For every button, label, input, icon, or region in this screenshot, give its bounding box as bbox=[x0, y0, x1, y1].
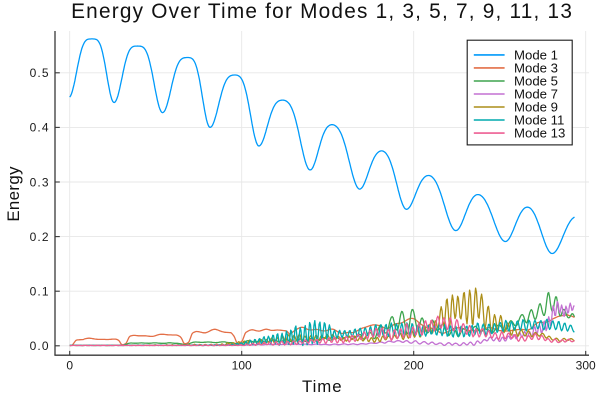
svg-text:0.2: 0.2 bbox=[30, 230, 50, 244]
svg-text:Mode 1: Mode 1 bbox=[514, 48, 558, 63]
svg-text:Mode 7: Mode 7 bbox=[514, 87, 558, 102]
svg-text:200: 200 bbox=[404, 359, 424, 373]
svg-text:Time: Time bbox=[302, 377, 343, 396]
svg-text:Mode 11: Mode 11 bbox=[514, 113, 564, 128]
svg-text:Energy Over Time for Modes 1,: Energy Over Time for Modes 1, 3, 5, 7, 9… bbox=[71, 0, 573, 23]
svg-text:Mode 13: Mode 13 bbox=[514, 126, 565, 141]
svg-text:Mode 5: Mode 5 bbox=[514, 74, 558, 89]
svg-text:0.3: 0.3 bbox=[30, 175, 50, 189]
svg-text:0.0: 0.0 bbox=[30, 339, 50, 353]
svg-text:0.4: 0.4 bbox=[30, 121, 50, 135]
svg-text:300: 300 bbox=[576, 359, 596, 373]
svg-text:0: 0 bbox=[66, 359, 73, 373]
svg-text:100: 100 bbox=[232, 359, 252, 373]
svg-text:Energy: Energy bbox=[4, 166, 23, 222]
svg-text:Mode 9: Mode 9 bbox=[514, 100, 558, 115]
svg-text:0.1: 0.1 bbox=[30, 285, 50, 299]
svg-text:Mode 3: Mode 3 bbox=[514, 61, 558, 76]
svg-text:0.5: 0.5 bbox=[30, 66, 50, 80]
